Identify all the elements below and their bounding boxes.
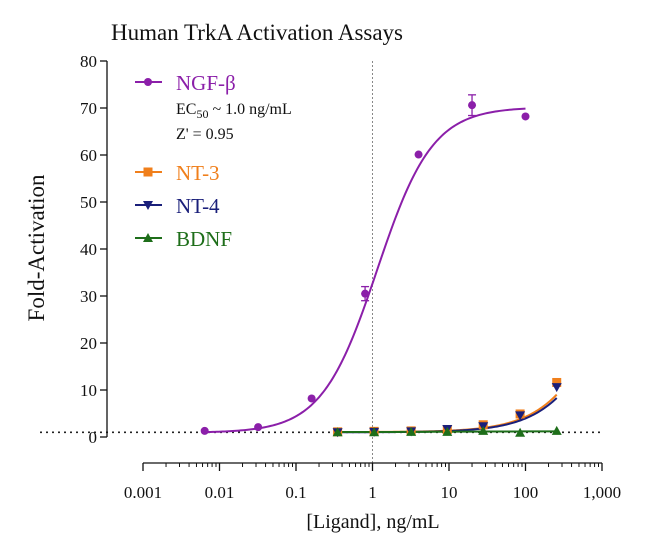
legend-item-nt3: NT-3 <box>135 161 220 185</box>
y-tick-label-0: 0 <box>89 428 98 447</box>
ec50-annotation: EC50 ~ 1.0 ng/mL <box>176 101 292 121</box>
fit-curve-0 <box>204 107 526 434</box>
legend-item-ngf: NGF-β <box>135 71 236 95</box>
legend-label-bdnf: BDNF <box>176 227 232 251</box>
y-tick-label-8: 80 <box>80 52 97 71</box>
reference-lines <box>40 61 604 463</box>
z-prime-annotation: Z' = 0.95 <box>176 126 234 143</box>
data-point-s3-6 <box>551 425 562 435</box>
data-point-s3-4 <box>478 425 489 435</box>
x-tick-label-2: 0.1 <box>285 483 306 502</box>
data-point-s0-0 <box>200 426 209 435</box>
fit-curves <box>204 107 558 434</box>
y-tick-label-6: 60 <box>80 146 97 165</box>
data-point-s3-1 <box>369 427 380 437</box>
legend-marker <box>143 201 153 210</box>
data-point-s1-6 <box>552 377 562 387</box>
data-point-s2-5 <box>515 411 526 421</box>
legend: NGF-β EC50 ~ 1.0 ng/mL Z' = 0.95 NT-3 NT… <box>135 71 292 251</box>
legend-marker <box>143 167 153 177</box>
legend-item-bdnf: BDNF <box>135 227 232 251</box>
x-axis-label: [Ligand], ng/mL <box>306 511 439 533</box>
x-tick-label-6: 1,000 <box>583 483 621 502</box>
legend-label-nt3: NT-3 <box>176 161 220 185</box>
data-point-s3-3 <box>442 426 453 436</box>
x-tick-label-5: 100 <box>513 483 539 502</box>
data-point-s3-0 <box>332 427 343 437</box>
data-points <box>200 94 562 438</box>
y-tick-label-4: 40 <box>80 240 97 259</box>
x-tick-label-0: 0.001 <box>124 483 162 502</box>
legend-marker <box>144 78 152 86</box>
legend-label-ngf: NGF-β <box>176 71 236 95</box>
y-tick-label-1: 10 <box>80 381 97 400</box>
x-tick-label-4: 10 <box>441 483 458 502</box>
y-tick-label-7: 70 <box>80 99 97 118</box>
data-point-s0-3 <box>361 289 370 298</box>
data-point-s0-2 <box>307 394 316 403</box>
data-point-s3-2 <box>406 426 417 436</box>
axes: 0 10 20 30 40 50 60 70 80 0.001 0.01 0.1 1 10 100 1,000 <box>80 52 621 502</box>
data-point-s3-5 <box>515 427 526 437</box>
x-tick-label-1: 0.01 <box>205 483 235 502</box>
data-point-s0-1 <box>254 423 263 432</box>
legend-label-nt4: NT-4 <box>176 194 220 218</box>
y-tick-label-5: 50 <box>80 193 97 212</box>
legend-item-nt4: NT-4 <box>135 194 220 218</box>
data-point-s0-6 <box>521 112 530 121</box>
chart-title: Human TrkA Activation Assays <box>111 20 403 45</box>
y-tick-label-3: 30 <box>80 287 97 306</box>
data-point-s0-5 <box>468 101 477 110</box>
x-tick-label-3: 1 <box>368 483 377 502</box>
y-axis-label: Fold-Activation <box>24 174 49 321</box>
y-tick-label-2: 20 <box>80 334 97 353</box>
legend-marker <box>143 233 153 242</box>
data-point-s0-4 <box>414 150 423 159</box>
data-point-s2-6 <box>551 383 562 393</box>
